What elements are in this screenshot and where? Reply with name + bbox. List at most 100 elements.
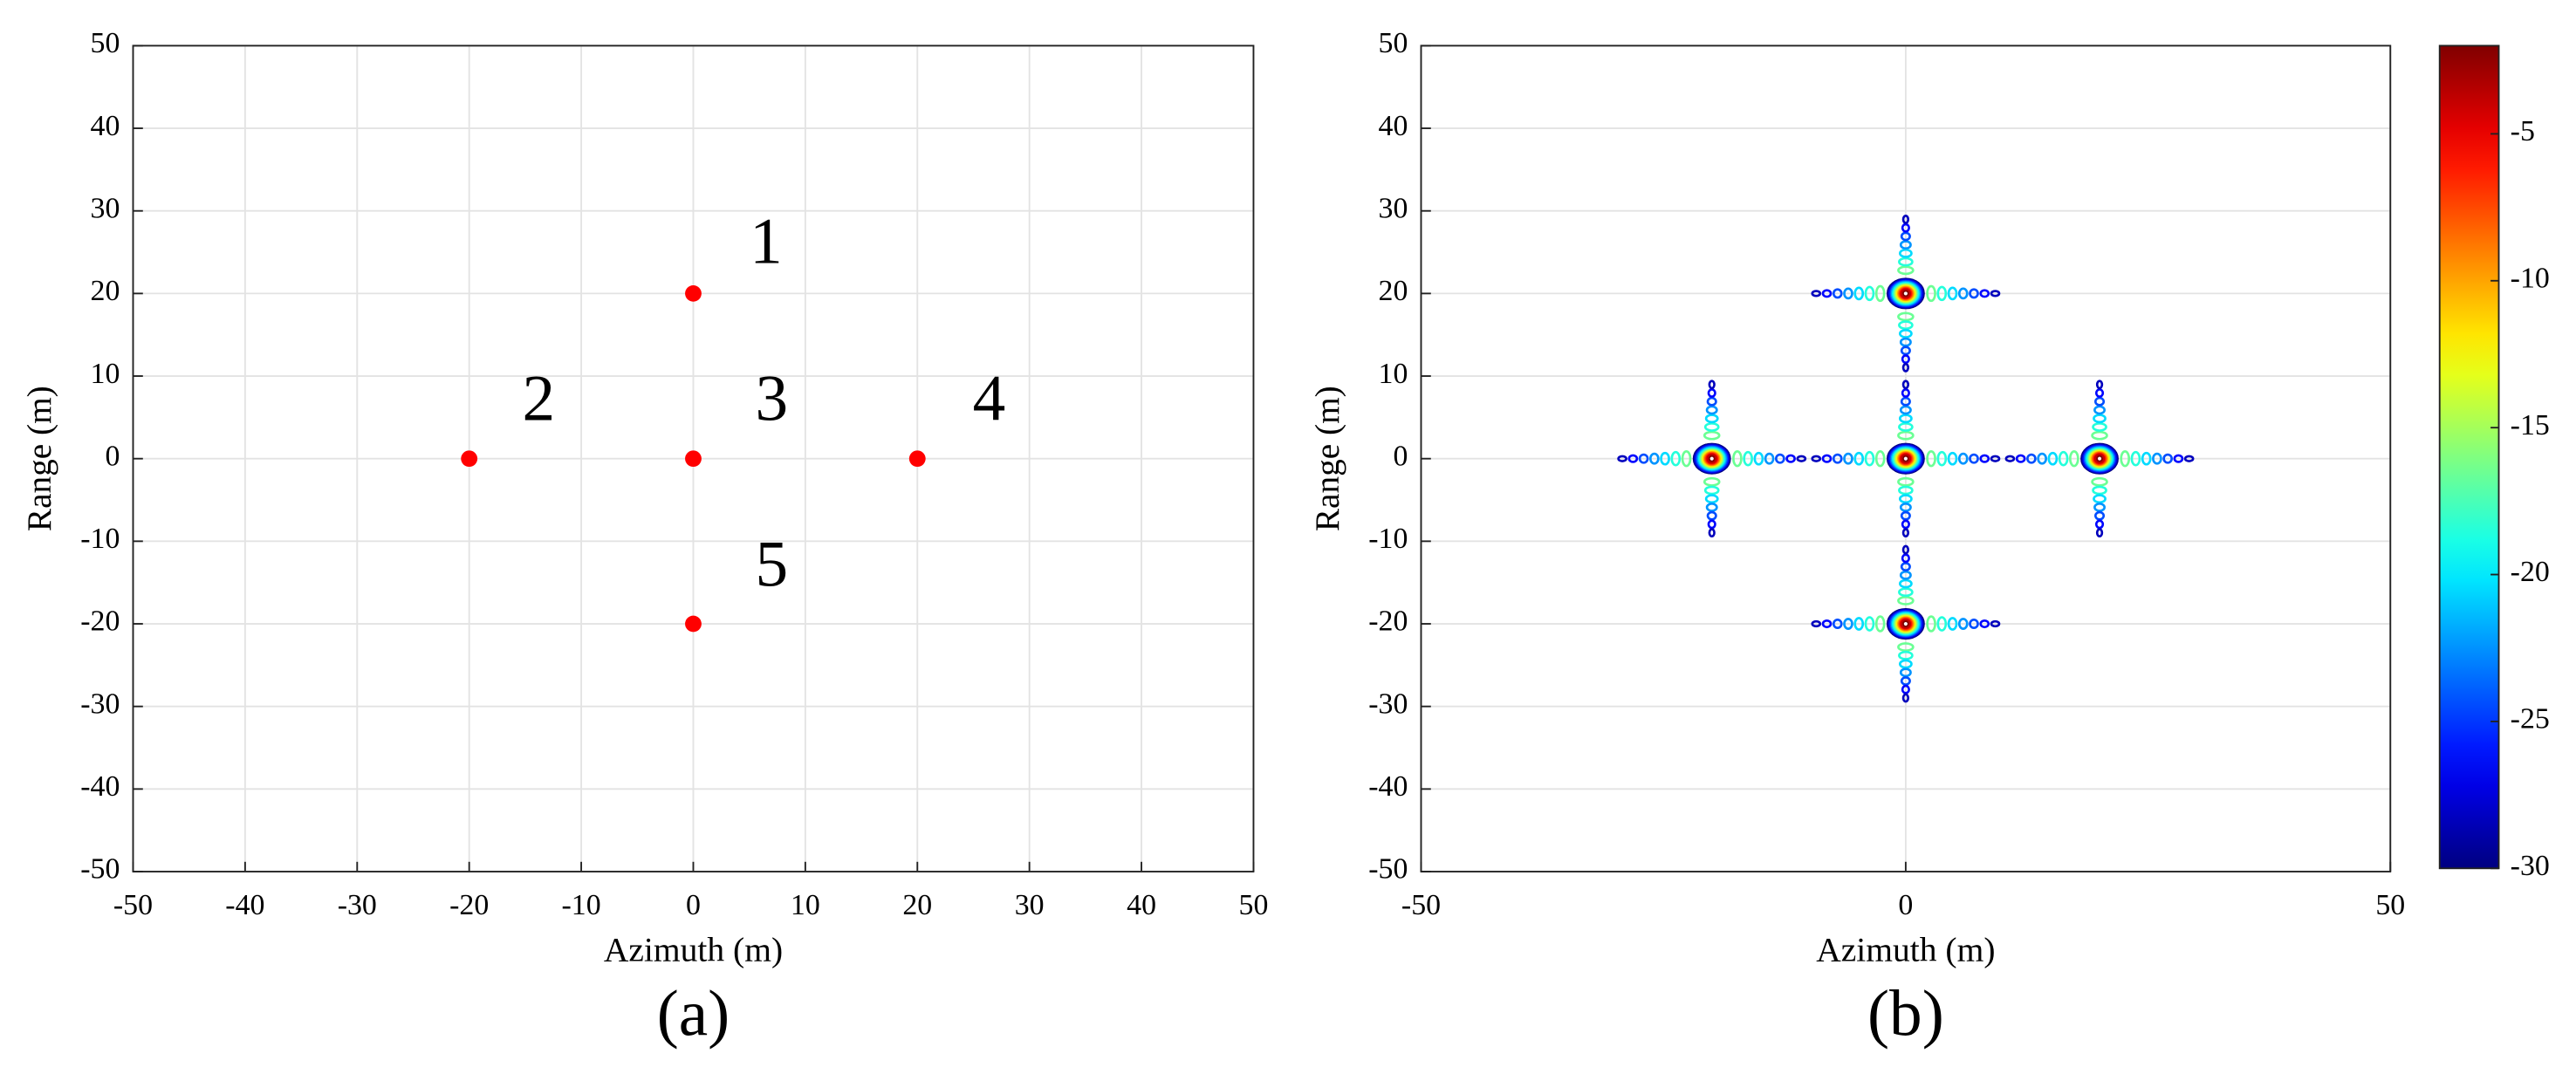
- sidelobe: [1901, 528, 1910, 538]
- sidelobe: [1899, 337, 1912, 347]
- sidelobe: [2093, 494, 2107, 504]
- sidelobe: [1703, 421, 1720, 432]
- sidelobe: [2120, 449, 2131, 468]
- axes-frame: [1420, 44, 2392, 872]
- annotation: 4: [973, 363, 1006, 435]
- sidelobe: [1811, 290, 1822, 298]
- x-tick-label: 0: [1898, 889, 1913, 921]
- sidelobe: [1796, 455, 1807, 462]
- sidelobe: [2095, 380, 2104, 390]
- sidelobe: [1900, 562, 1911, 571]
- colorbar-label: -10: [2511, 263, 2550, 295]
- point: [685, 285, 702, 302]
- y-tick-label: 50: [1379, 27, 1408, 59]
- peak: [1901, 620, 1909, 627]
- sidelobe: [1874, 615, 1886, 633]
- sidelobe: [1898, 248, 1913, 258]
- sidelobe: [1901, 693, 1910, 703]
- sidelobe: [1811, 619, 1822, 628]
- sidelobe: [1899, 570, 1912, 580]
- sidelobe: [1707, 519, 1716, 530]
- colorbar-label: -5: [2511, 115, 2535, 147]
- sidelobe: [2093, 503, 2106, 512]
- sidelobe: [1898, 587, 1914, 598]
- sidelobe: [1901, 222, 1910, 233]
- x-tick-label: 0: [686, 889, 701, 921]
- sidelobe: [1900, 676, 1911, 686]
- y-tick-label: -40: [80, 770, 120, 803]
- sidelobe: [1864, 450, 1875, 467]
- sidelobe: [1969, 453, 1979, 464]
- target: [1811, 215, 2001, 373]
- sidelobe: [1901, 388, 1910, 398]
- sidelobe: [1990, 290, 2001, 298]
- sidelobe: [1898, 659, 1913, 669]
- sidelobe: [2015, 454, 2026, 463]
- sidelobe: [1732, 449, 1743, 468]
- sidelobe: [1899, 503, 1912, 512]
- y-axis-label: Range (m): [1308, 386, 1346, 531]
- x-tick-label: 50: [1239, 889, 1269, 921]
- x-tick-label: 10: [791, 889, 820, 921]
- sidelobe: [1901, 544, 1910, 555]
- x-tick-label: -50: [113, 889, 153, 921]
- y-tick-label: -10: [80, 523, 120, 555]
- sidelobe: [1638, 453, 1649, 464]
- sidelobe: [2037, 452, 2047, 465]
- y-tick-label: -10: [1368, 523, 1408, 555]
- sidelobe: [1957, 452, 1969, 465]
- sidelobe: [1901, 553, 1910, 564]
- point: [685, 450, 702, 468]
- sidelobe: [1702, 430, 1721, 441]
- sidelobe: [1901, 684, 1910, 694]
- sidelobe: [1821, 454, 1833, 463]
- y-tick-label: 20: [1379, 275, 1408, 307]
- x-tick-label: -10: [562, 889, 601, 921]
- sidelobe: [1899, 667, 1912, 678]
- sidelobe: [1843, 287, 1853, 300]
- y-tick-label: 40: [91, 110, 120, 142]
- x-tick-label: 40: [1127, 889, 1156, 921]
- annotation: 3: [756, 363, 789, 435]
- sidelobe: [2091, 430, 2108, 441]
- sidelobe: [1764, 452, 1775, 465]
- sidelobe: [1990, 619, 2001, 628]
- sidelobe: [2173, 454, 2184, 463]
- sidelobe: [2004, 455, 2016, 462]
- contour-line: [1900, 288, 1912, 299]
- sidelobe: [1979, 454, 1990, 463]
- sidelobe: [1821, 289, 1833, 298]
- sidelobe: [1990, 455, 2001, 462]
- sidelobe: [1897, 265, 1915, 276]
- contour-line: [1900, 619, 1912, 629]
- y-axis-label: Range (m): [20, 386, 58, 531]
- y-tick-label: -20: [1368, 605, 1408, 638]
- sidelobe: [1936, 616, 1948, 632]
- x-tick-label: -30: [338, 889, 377, 921]
- sidelobe: [1899, 405, 1912, 415]
- y-tick-label: -30: [1368, 688, 1408, 721]
- sidelobe: [2091, 476, 2108, 487]
- annotation: 2: [522, 363, 555, 435]
- sidelobe: [1706, 396, 1717, 407]
- sidelobe: [1957, 287, 1969, 300]
- colorbar: [2438, 44, 2500, 870]
- sidelobe: [1899, 240, 1912, 250]
- sidelobe: [2093, 405, 2106, 415]
- sidelobe: [1864, 285, 1875, 302]
- sidelobe: [1704, 414, 1719, 424]
- sidelobe: [1660, 451, 1670, 466]
- x-axis-label: Azimuth (m): [604, 931, 783, 969]
- sidelobe: [1670, 450, 1682, 467]
- y-tick-label: -40: [1368, 770, 1408, 803]
- y-tick-label: 30: [91, 193, 120, 225]
- target: [1617, 380, 1807, 538]
- axes-frame: [132, 44, 1255, 872]
- colorbar-label: -20: [2511, 556, 2550, 588]
- x-tick-label: -50: [1401, 889, 1441, 921]
- peak: [1901, 455, 1909, 462]
- sidelobe: [1706, 510, 1717, 521]
- y-tick-label: 30: [1379, 193, 1408, 225]
- sidelobe: [2092, 421, 2107, 432]
- y-tick-label: 10: [1379, 358, 1408, 390]
